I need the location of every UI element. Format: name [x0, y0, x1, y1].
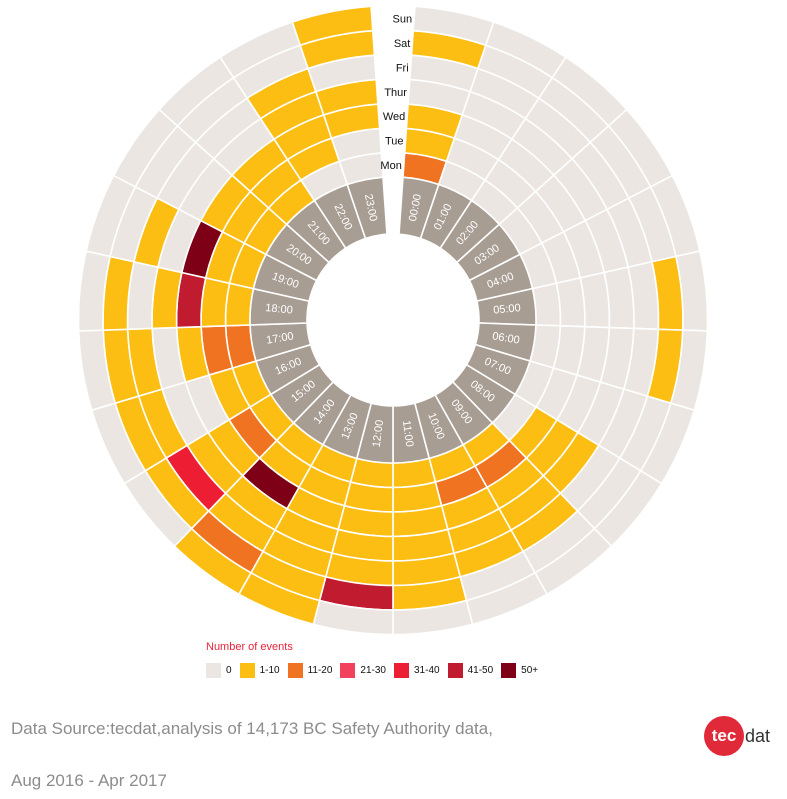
hour-label: 11:00 [400, 420, 415, 448]
legend-label: 1-10 [259, 665, 280, 676]
legend-swatch [394, 663, 409, 678]
day-label-tue: Tue [385, 136, 404, 148]
legend-swatch [287, 663, 303, 678]
legend-swatch [501, 663, 517, 678]
legend-label: 21-30 [360, 665, 386, 676]
hour-label: 18:00 [265, 302, 294, 317]
cell-tue-h05 [555, 276, 586, 328]
legend-swatch [206, 663, 221, 678]
legend-item: 11-20 [287, 663, 333, 678]
legend-label: 0 [226, 665, 232, 676]
legend-swatch [340, 663, 356, 678]
logo-text-dat: dat [745, 725, 771, 746]
hour-label: 12:00 [371, 419, 386, 448]
day-label-wed: Wed [383, 111, 405, 123]
radial-heatmap-chart: 00:00 01:0002:0003:0004:0005:0006:0007:00… [77, 5, 709, 636]
hour-ring: 00:00 01:0002:0003:0004:0005:0006:0007:00… [249, 176, 537, 464]
hour-label: 05:00 [493, 302, 522, 317]
source-line-2: Aug 2016 - Apr 2017 [11, 771, 167, 790]
tecdat-logo: tec dat [704, 716, 770, 756]
legend-item: 21-30 [340, 663, 386, 678]
legend-swatch [239, 663, 255, 678]
legend-item: 0 [206, 663, 232, 678]
logo-text-tec: tec [711, 726, 737, 745]
legend-title: Number of events [206, 641, 293, 653]
legend: 0 1-10 11-20 21-30 31-40 41-50 50+ [206, 663, 546, 678]
day-labels: Mon Tue Wed Thur Fri Sat Sun [380, 13, 412, 172]
hour-segment-23 [346, 176, 388, 240]
day-label-sun: Sun [393, 13, 413, 25]
legend-label: 41-50 [467, 665, 494, 676]
hour-label: 23:00 [362, 193, 379, 222]
legend-swatch [447, 663, 463, 678]
hour-label: 00:00 [407, 193, 424, 222]
legend-item: 1-10 [239, 663, 280, 678]
source-line-1: Data Source:tecdat,analysis of 14,173 BC… [11, 719, 493, 738]
day-label-thur: Thur [384, 87, 407, 99]
hour-label: 06:00 [491, 330, 520, 346]
logo-circle: tec [704, 716, 744, 756]
legend-item: 50+ [501, 663, 538, 678]
legend-item: 31-40 [394, 663, 440, 678]
day-label-fri: Fri [396, 62, 409, 74]
cell-sun-h23 [291, 5, 374, 47]
cell-tue-h18 [200, 276, 231, 328]
legend-label: 50+ [521, 665, 539, 676]
legend-label: 11-20 [307, 665, 333, 676]
heatmap-cells [77, 5, 709, 636]
day-label-mon: Mon [380, 160, 401, 172]
legend-item: 41-50 [447, 663, 494, 678]
day-label-sat: Sat [394, 38, 411, 50]
legend-label: 31-40 [414, 665, 440, 676]
hour-label: 17:00 [265, 330, 294, 346]
